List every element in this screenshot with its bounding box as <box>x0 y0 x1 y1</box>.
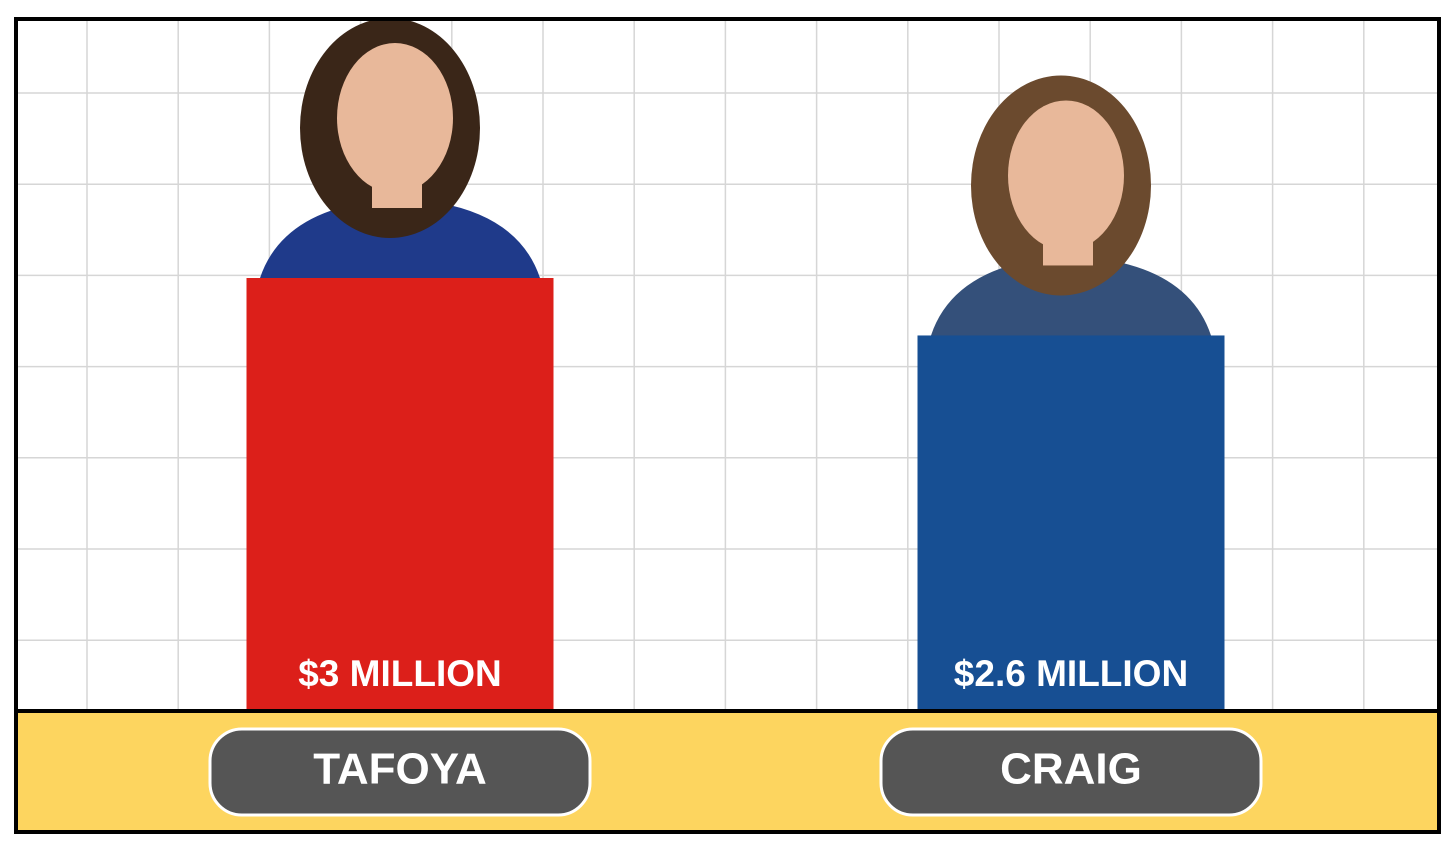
bar <box>917 335 1225 709</box>
name-pill <box>208 727 592 817</box>
labels: TAFOYA CRAIG <box>208 727 1263 817</box>
bar <box>246 278 554 709</box>
frame <box>14 17 1441 834</box>
x-tick-label: CRAIG <box>1000 745 1142 794</box>
portrait-body <box>260 203 540 278</box>
name-pill <box>879 727 1263 817</box>
portrait-face <box>1008 100 1124 251</box>
portrait-body <box>931 260 1211 336</box>
portrait-face <box>337 43 453 193</box>
value-label: $2.6 MILLION <box>954 653 1188 694</box>
value-label: $3 MILLION <box>298 653 502 694</box>
bars: $3 MILLION $2.6 MILLION <box>246 18 1225 709</box>
x-tick-label: TAFOYA <box>313 745 487 794</box>
